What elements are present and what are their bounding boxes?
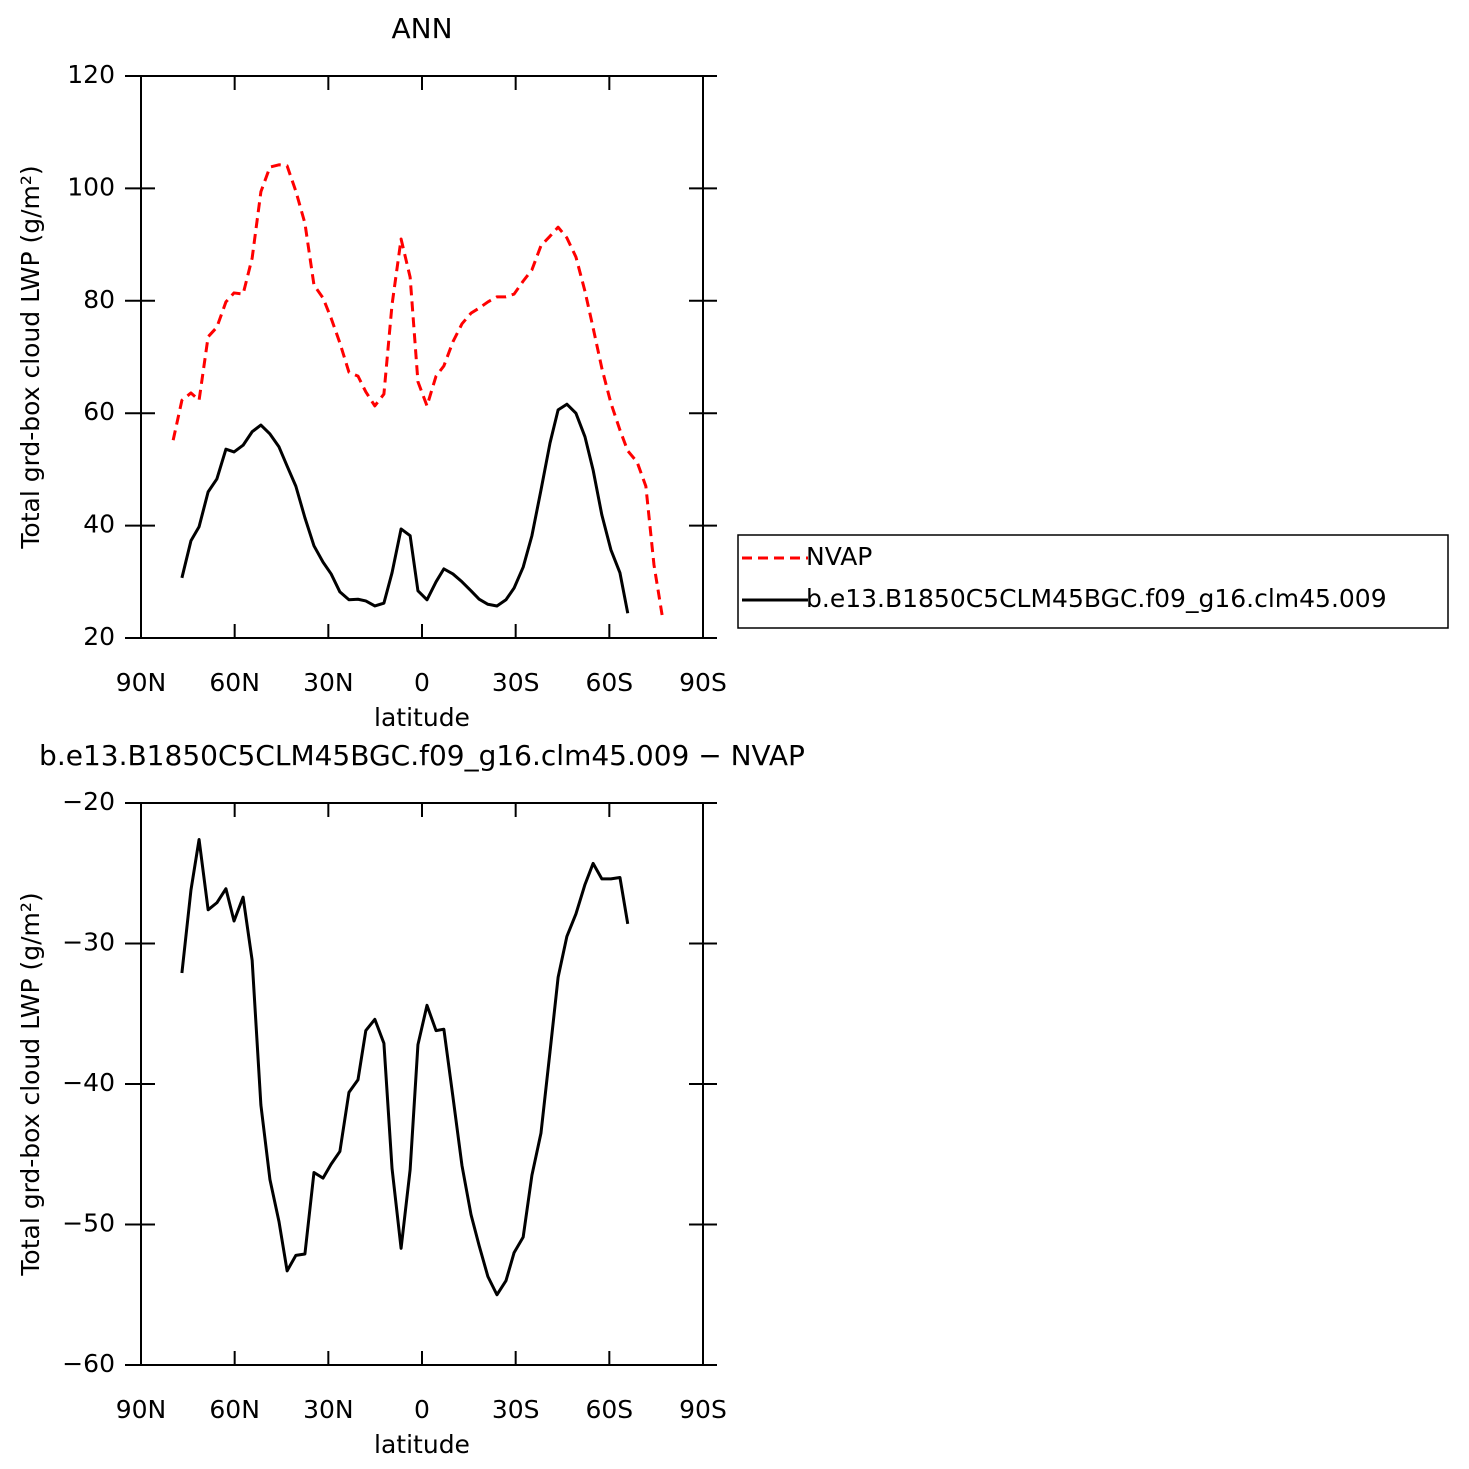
y-axis-label: Total grd-box cloud LWP (g/m²)	[16, 892, 45, 1276]
legend-box	[737, 534, 1449, 629]
y-tick-label: 40	[83, 510, 115, 539]
x-tick-label: 90S	[679, 1395, 727, 1424]
x-tick-label: 30S	[492, 668, 540, 697]
x-tick-label: 60N	[209, 668, 260, 697]
plot-frame	[140, 75, 704, 639]
y-tick-label: −50	[62, 1209, 115, 1238]
y-tick-label: −60	[62, 1349, 115, 1378]
y-tick-label: −30	[62, 928, 115, 957]
x-tick-label: 90S	[679, 668, 727, 697]
x-tick-label: 60S	[585, 668, 633, 697]
chart-title: b.e13.B1850C5CLM45BGC.f09_g16.clm45.009 …	[39, 739, 805, 772]
x-tick-label: 60N	[209, 1395, 260, 1424]
x-axis-label: latitude	[374, 1430, 470, 1459]
x-tick-label: 0	[414, 668, 430, 697]
x-tick-label: 90N	[116, 668, 167, 697]
y-tick-label: 20	[83, 622, 115, 651]
x-tick-label: 30S	[492, 1395, 540, 1424]
y-tick-label: 100	[67, 172, 115, 201]
y-axis-label: Total grd-box cloud LWP (g/m²)	[16, 165, 45, 549]
y-tick-label: 60	[83, 397, 115, 426]
chart-title: ANN	[391, 12, 452, 45]
plot-frame	[140, 802, 704, 1366]
data-line	[180, 838, 630, 1297]
x-tick-label: 90N	[116, 1395, 167, 1424]
y-tick-label: 80	[83, 285, 115, 314]
legend-label: NVAP	[806, 542, 872, 571]
y-tick-label: −20	[62, 787, 115, 816]
x-tick-label: 60S	[585, 1395, 633, 1424]
data-line	[180, 402, 630, 614]
x-axis-label: latitude	[374, 703, 470, 732]
legend-label: b.e13.B1850C5CLM45BGC.f09_g16.clm45.009	[806, 584, 1387, 613]
x-tick-label: 30N	[303, 1395, 354, 1424]
y-tick-label: 120	[67, 60, 115, 89]
x-tick-label: 30N	[303, 668, 354, 697]
data-line	[171, 163, 664, 616]
x-tick-label: 0	[414, 1395, 430, 1424]
y-tick-label: −40	[62, 1068, 115, 1097]
